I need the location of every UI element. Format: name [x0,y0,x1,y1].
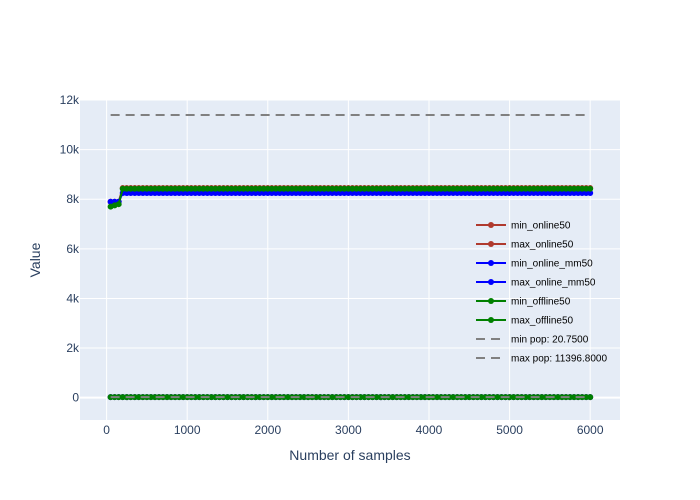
legend-item-min-online-mm50[interactable]: min_online_mm50 [476,259,593,270]
y-tick-label: 0 [72,391,79,405]
legend-label: max_offline50 [511,316,574,327]
x-tick-label: 3000 [335,423,362,437]
legend-marker [488,260,494,266]
x-tick-label: 5000 [496,423,523,437]
legend-label: max_online_mm50 [511,278,596,289]
y-axis-ticks: 0 2k 4k 6k 8k 10k 12k [60,93,80,405]
legend-label: min pop: 20.7500 [511,335,589,346]
legend-marker [488,222,494,228]
y-axis-title: Value [27,242,43,277]
x-tick-label: 0 [103,423,110,437]
x-tick-label: 1000 [174,423,201,437]
x-axis-ticks: 0 1000 2000 3000 4000 5000 6000 [103,423,604,437]
legend-item-min-offline50[interactable]: min_offline50 [476,297,571,308]
legend-item-max-pop-11396-8000[interactable]: max pop: 11396.8000 [476,354,607,365]
y-tick-label: 2k [66,341,80,355]
legend-marker [488,279,494,285]
legend-label: min_offline50 [511,297,571,308]
y-tick-label: 8k [66,192,80,206]
y-tick-label: 10k [60,143,80,157]
data-point [587,394,594,401]
legend-marker [488,298,494,304]
legend-marker [488,241,494,247]
legend-item-max-online50[interactable]: max_online50 [476,240,574,251]
legend-item-min-online50[interactable]: min_online50 [476,221,571,232]
plot-background [80,100,620,420]
y-tick-label: 6k [66,242,80,256]
data-point [587,190,594,197]
data-point [115,201,122,208]
legend-label: min_online_mm50 [511,259,593,270]
series-max-online-mm50 [107,190,594,205]
data-point [587,185,594,192]
y-tick-label: 12k [60,93,80,107]
y-tick-label: 4k [66,291,80,305]
x-axis-title: Number of samples [289,447,410,463]
legend-label: max pop: 11396.8000 [511,354,607,365]
legend-item-max-offline50[interactable]: max_offline50 [476,316,574,327]
x-tick-label: 4000 [416,423,443,437]
series-max-offline50 [107,185,594,210]
legend-label: min_online50 [511,221,571,232]
legend: min_online50 max_online50 min_online_mm50m… [476,221,607,365]
series-layer [107,113,594,401]
legend-item-min-pop-20-7500[interactable]: min pop: 20.7500 [476,335,589,346]
x-tick-label: 2000 [254,423,281,437]
x-tick-label: 6000 [577,423,604,437]
legend-label: max_online50 [511,240,574,251]
legend-item-max-online-mm50[interactable]: max_online_mm50 [476,278,596,289]
legend-marker [488,317,494,323]
